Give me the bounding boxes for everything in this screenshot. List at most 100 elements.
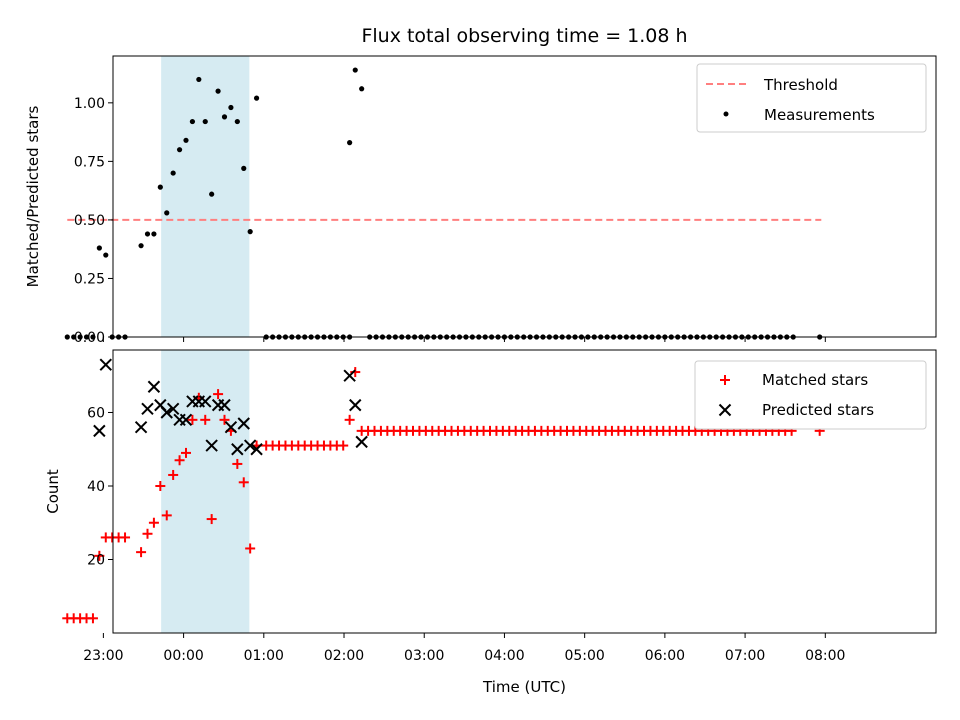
- bottom-legend: Matched stars Predicted stars: [694, 360, 927, 430]
- top-shaded-span: [161, 56, 250, 337]
- top-y-axis-label: Matched/Predicted stars: [24, 106, 42, 288]
- cross-stroke-b: [205, 439, 218, 452]
- matched-star-point: [344, 414, 355, 425]
- cross-stroke-b: [218, 398, 231, 412]
- legend-matched-marker: [720, 375, 730, 385]
- measurement-point: [157, 184, 163, 190]
- y-tick-label: 0.75: [74, 154, 105, 170]
- y-tick-label: 0.25: [74, 271, 105, 287]
- measurement-point: [247, 229, 253, 235]
- matched-star-point: [206, 514, 217, 525]
- matched-star-point: [120, 532, 131, 543]
- top-legend-box: [696, 63, 927, 133]
- x-tick-label: 07:00: [725, 648, 765, 664]
- bottom-panel: 20 40 60 23:00 00:00 01:00 02:00 03:00 04:00 05:…: [44, 349, 937, 696]
- measurement-point: [77, 334, 83, 340]
- measurement-point: [183, 137, 189, 143]
- measurement-point: [359, 86, 365, 92]
- predicted-star-point: [166, 402, 180, 416]
- measurement-point: [170, 170, 176, 176]
- top-panel: 0.00 0.25 0.50 0.75 1.00 Flux total observin…: [24, 25, 937, 346]
- top-x-ticks: [102, 337, 826, 342]
- bottom-shaded-span: [161, 350, 250, 633]
- cross-stroke-b: [343, 369, 356, 382]
- measurement-point: [234, 118, 240, 125]
- cross-stroke-b: [231, 443, 244, 456]
- x-tick-label: 00:00: [163, 648, 203, 664]
- y-tick-label: 1.00: [74, 96, 105, 112]
- matched-star-point: [174, 455, 185, 466]
- cross-stroke-b: [141, 402, 154, 416]
- predicted-star-point: [231, 443, 244, 456]
- matched-star-point: [161, 510, 172, 521]
- measurement-point: [138, 243, 144, 249]
- cross-stroke-b: [147, 380, 161, 393]
- matched-star-point: [94, 550, 105, 561]
- cross-stroke-b: [243, 439, 257, 452]
- y-tick-label: 20: [87, 552, 105, 568]
- predicted-star-point: [218, 398, 231, 412]
- x-tick-label: 01:00: [244, 648, 284, 664]
- legend-plus-marker: [720, 375, 730, 385]
- measurement-point: [83, 334, 90, 340]
- matched-star-point: [338, 440, 349, 451]
- measurement-point: [144, 231, 151, 237]
- predicted-star-point: [237, 417, 250, 430]
- matched-star-point: [187, 414, 198, 425]
- predicted-star-point: [93, 424, 106, 438]
- predicted-star-point: [250, 443, 263, 456]
- measurement-points: [64, 67, 823, 340]
- measurement-point: [202, 118, 208, 125]
- cross-stroke-b: [166, 402, 180, 416]
- x-tick-label: 06:00: [645, 648, 685, 664]
- cross-stroke-b: [99, 358, 112, 371]
- matched-star-point: [180, 447, 191, 458]
- measurement-point: [189, 118, 196, 125]
- matched-star-point: [213, 389, 224, 400]
- matched-star-point: [168, 469, 179, 480]
- legend-matched-label: Matched stars: [762, 371, 868, 389]
- x-axis-label: Time (UTC): [482, 678, 566, 696]
- predicted-star-point: [141, 402, 154, 416]
- legend-measurements-marker: [723, 111, 729, 117]
- predicted-star-point: [147, 380, 161, 393]
- bottom-y-axis-label: Count: [44, 469, 62, 514]
- bottom-legend-box: [694, 360, 927, 430]
- cross-stroke-b: [237, 417, 250, 430]
- predicted-star-point: [349, 398, 362, 412]
- y-tick-label: 60: [87, 405, 105, 421]
- matched-star-point: [232, 458, 243, 469]
- cross-stroke-b: [154, 398, 167, 412]
- measurement-point: [103, 252, 109, 258]
- bottom-y-ticks: 20 40 60: [87, 405, 113, 568]
- measurement-point: [253, 95, 260, 101]
- predicted-star-point: [243, 439, 257, 452]
- legend-measurements-label: Measurements: [764, 106, 875, 124]
- predicted-star-point: [343, 369, 356, 382]
- cross-stroke-b: [349, 398, 362, 412]
- measurement-point: [241, 165, 247, 171]
- cross-stroke-b: [224, 420, 238, 434]
- matched-star-point: [219, 414, 230, 425]
- top-y-ticks: 0.00 0.25 0.50 0.75 1.00: [74, 96, 113, 346]
- cross-stroke-b: [179, 413, 193, 427]
- top-legend: Threshold Measurements: [696, 63, 927, 133]
- matched-star-point: [136, 547, 147, 558]
- x-tick-label: 03:00: [404, 648, 444, 664]
- predicted-star-point: [134, 420, 148, 434]
- measurement-point: [209, 191, 215, 197]
- cross-stroke-b: [134, 420, 148, 434]
- measurement-point: [71, 334, 77, 340]
- measurement-point: [90, 334, 96, 340]
- legend-cross-marker: [718, 403, 732, 417]
- matched-star-point: [155, 480, 166, 491]
- x-tick-label: 02:00: [324, 648, 364, 664]
- matched-star-point: [245, 543, 256, 554]
- legend-predicted-marker: [718, 403, 732, 417]
- predicted-star-point: [199, 395, 212, 408]
- predicted-star-point: [160, 406, 173, 419]
- cross-stroke-b: [355, 435, 368, 449]
- measurement-point: [221, 114, 228, 120]
- bottom-x-ticks: 23:00 00:00 01:00 02:00 03:00 04:00 05:00 06:00…: [83, 633, 845, 664]
